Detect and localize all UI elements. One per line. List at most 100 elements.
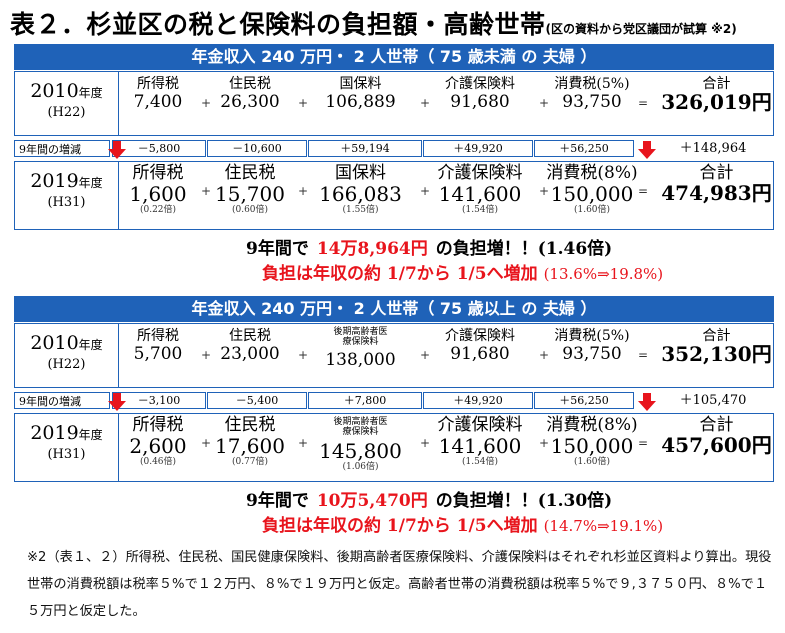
income-share-text: 負担は年収の約 1/7から 1/5へ増加 [262,516,538,536]
plus-sign: + [298,348,309,362]
plus-sign: + [201,96,212,110]
household-banner: 年金収入 240 万円・ 2 人世帯（ 75 歳以上 の 夫婦 ） [14,296,774,322]
value-cell: 所得税 1,600 (0.22倍) [118,163,198,216]
column-label: 所得税 [137,328,179,344]
amount-value: 15,700 [215,182,285,206]
year: 2010年度 [15,332,118,354]
value-cell: 住民税 17,600 (0.77倍) [205,415,295,468]
column-label: 住民税 [224,415,276,435]
income-share-text: 負担は年収の約 1/7から 1/5へ増加 [262,264,538,284]
plus-sign: + [539,96,550,110]
year-number: 2010 [30,80,79,102]
footnote: ※2（表１、２）所得税、住民税、国民健康保険料、後期高齢者医療保険料、介護保険料… [27,550,772,619]
equals-sign: = [638,184,649,198]
year-suffix: 年度 [78,86,103,100]
ratio-note: (0.60倍) [231,205,269,215]
plus-sign: + [298,96,309,110]
change-value: －10,600 [207,140,307,157]
row2019-row: 2019年度 (H31) 所得税 1,600 (0.22倍) 住民税 15,700 (0.60… [14,161,774,230]
amount-value: 93,750 [562,92,622,112]
year-number: 2019 [30,170,79,192]
change-value: ＋59,194 [308,140,422,157]
income-share-range: (13.6%⇒19.8%) [543,265,664,283]
change-value: －5,800 [112,140,206,157]
value-cell: 住民税 15,700 (0.60倍) [205,163,295,216]
amount-value: 150,000 [550,434,634,458]
plus-sign: + [201,184,212,198]
value-cell: 消費税(5%) 93,750 [542,76,642,112]
value-cell: 合計 352,130円 [660,328,773,364]
change-value: ＋56,250 [534,140,634,157]
summary-suffix: の負担増！！(1.46倍) [435,239,613,259]
column-label: 住民税 [229,328,271,344]
column-label: 合計 [702,76,731,92]
summary-suffix: の負担増！！(1.30倍) [435,491,613,511]
summary-prefix: 9年間で [246,239,309,259]
column-label: 住民税 [224,163,276,183]
column-label: 所得税 [137,76,179,92]
page-title-note: (区の資料から党区議団が試算 ※2) [545,22,737,36]
income-share-summary: 負担は年収の約 1/7から 1/5へ増加 (13.6%⇒19.8%) [262,259,663,284]
year-number: 2019 [30,422,79,444]
change-value: －3,100 [112,392,206,409]
amount-value: 91,680 [450,344,510,364]
change-label: 9年間の増減 [14,392,110,409]
equals-sign: = [638,436,649,450]
column-label: 後期高齢者医療保険料 [333,417,388,437]
column-label: 合計 [702,328,731,344]
plus-sign: + [298,184,309,198]
fiscal-year-label: 2019年度 (H31) [15,414,119,481]
burden-increase-summary: 9年間で 14万8,964円 の負担増！！(1.46倍) [246,234,612,259]
year-suffix: 年度 [78,338,103,352]
amount-value: 23,000 [220,344,280,364]
value-cell: 住民税 26,300 [205,76,295,112]
value-cell: 国保料 166,083 (1.55倍) [303,164,418,216]
total-value: 457,600円 [661,433,772,457]
value-cell: 合計 474,983円 [660,164,773,204]
amount-value: 17,600 [215,434,285,458]
value-cell: 介護保険料 91,680 [425,328,535,364]
income-share-range: (14.7%⇒19.1%) [543,517,664,535]
plus-sign: + [420,184,431,198]
value-cell: 消費税(8%) 150,000 (1.60倍) [542,163,642,216]
total-value: 352,130円 [661,342,772,366]
fiscal-year-label: 2010年度 (H22) [15,72,119,135]
equals-sign: = [638,96,649,110]
increase-amount: 14万8,964円 [316,239,428,259]
amount-value: 141,600 [438,182,522,206]
year-number: 2010 [30,332,79,354]
column-label: 消費税(8%) [546,415,638,435]
value-cell: 所得税 7,400 [118,76,198,112]
value-cell: 合計 457,600円 [660,416,773,457]
amount-value: 1,600 [129,182,187,206]
era-year: (H22) [47,357,86,372]
value-cell: 所得税 5,700 [118,328,198,364]
value-cell: 消費税(8%) 150,000 (1.60倍) [542,415,642,468]
era-year: (H31) [47,447,86,462]
plus-sign: + [539,348,550,362]
plus-sign: + [420,436,431,450]
ratio-note: (1.60倍) [573,205,611,215]
ratio-note: (0.77倍) [231,457,269,467]
column-label: 国保料 [339,76,382,92]
change-value: ＋49,920 [423,392,533,409]
plus-sign: + [201,348,212,362]
page-title: 表２．杉並区の税と保険料の負担額・高齢世帯(区の資料から党区議団が試算 ※2) [10,5,737,41]
burden-increase-summary: 9年間で 10万5,470円 の負担増！！(1.30倍) [246,486,612,511]
column-label: 消費税(8%) [546,163,638,183]
column-label: 介護保険料 [437,163,523,183]
plus-sign: + [201,436,212,450]
column-label: 所得税 [132,163,184,183]
year-suffix: 年度 [78,176,103,190]
plus-sign: + [298,436,309,450]
ratio-note: (1.55倍) [342,205,379,215]
value-cell: 介護保険料 141,600 (1.54倍) [425,416,535,468]
ratio-note: (1.06倍) [342,462,379,472]
value-cell: 国保料 106,889 [303,76,418,112]
amount-value: 145,800 [319,439,402,463]
change-value: ＋49,920 [423,140,533,157]
fiscal-year-label: 2010年度 (H22) [15,324,119,387]
income-share-summary: 負担は年収の約 1/7から 1/5へ増加 (14.7%⇒19.1%) [262,511,663,536]
ratio-note: (0.46倍) [139,457,177,467]
change-label: 9年間の増減 [14,140,110,157]
